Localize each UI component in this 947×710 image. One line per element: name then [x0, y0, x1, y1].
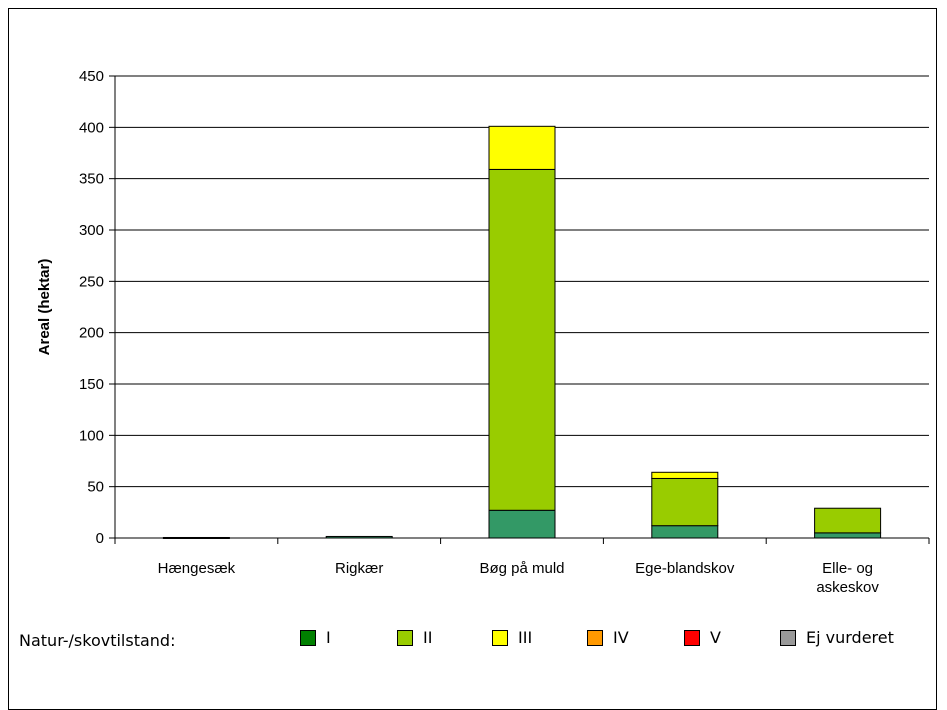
legend-item-ii: II [397, 628, 432, 647]
y-axis-label: Areal (hektar) [36, 259, 53, 356]
bar-segment [814, 532, 882, 539]
legend: Natur-/skovtilstand: I II III IV V Ej vu… [0, 628, 947, 658]
y-tick-label: 350 [79, 171, 104, 188]
legend-item-v: V [684, 628, 721, 647]
y-tick-label: 300 [79, 222, 104, 239]
x-tick-label: Bøg på muld [479, 560, 564, 577]
legend-swatch-iii [492, 629, 508, 646]
x-tick-label: askeskov [816, 579, 879, 596]
y-tick-label: 50 [87, 479, 104, 496]
bar-segment [488, 168, 556, 511]
y-tick-label: 150 [79, 376, 104, 393]
y-tick-label: 0 [96, 530, 104, 547]
bar-segment [325, 535, 393, 539]
legend-swatch-ej-vurderet [780, 629, 796, 646]
legend-label-iii: III [518, 628, 533, 647]
bar-segment [488, 509, 556, 539]
legend-item-iii: III [492, 628, 532, 647]
legend-label-iv: IV [613, 628, 629, 647]
y-tick-label: 400 [79, 119, 104, 136]
x-tick-label: Rigkær [335, 560, 383, 577]
bar-segment [814, 507, 882, 534]
x-tick-label: Elle- og [822, 560, 873, 577]
legend-swatch-i [300, 629, 316, 646]
y-tick-label: 200 [79, 325, 104, 342]
y-tick-label: 450 [79, 68, 104, 85]
legend-title: Natur-/skovtilstand: [19, 631, 176, 650]
legend-swatch-ii [397, 629, 413, 646]
bar-segment [651, 477, 719, 527]
y-tick-label: 250 [79, 273, 104, 290]
x-tick-label: Hængesæk [158, 560, 236, 577]
bar-segment [651, 471, 719, 479]
legend-swatch-v [684, 629, 700, 646]
chart-frame [8, 8, 937, 710]
legend-item-ej-vurderet: Ej vurderet [780, 628, 894, 647]
legend-label-ej-vurderet: Ej vurderet [806, 628, 894, 647]
bar-segment [488, 125, 556, 170]
legend-item-i: I [300, 628, 331, 647]
legend-label-v: V [710, 628, 721, 647]
legend-swatch-iv [587, 629, 603, 646]
bar-segment [162, 536, 230, 539]
bar-segment [651, 525, 719, 539]
legend-label-i: I [326, 628, 331, 647]
y-tick-label: 100 [79, 427, 104, 444]
legend-item-iv: IV [587, 628, 629, 647]
legend-label-ii: II [423, 628, 433, 647]
x-tick-label: Ege-blandskov [635, 560, 735, 577]
